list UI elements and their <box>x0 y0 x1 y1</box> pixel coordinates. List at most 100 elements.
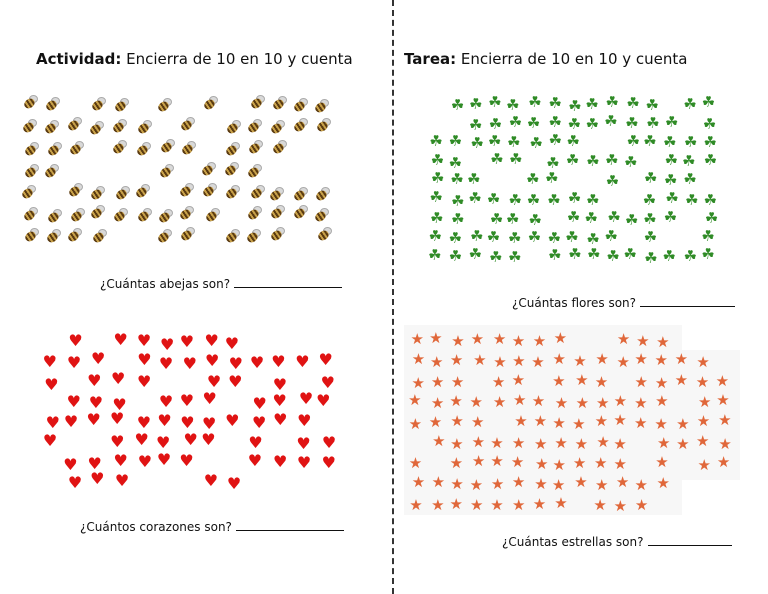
star-icon: ★ <box>575 371 589 390</box>
star-icon: ★ <box>431 495 445 514</box>
heart-icon: ♥ <box>248 433 263 453</box>
clover-icon: ☘ <box>585 94 599 113</box>
clover-icon: ☘ <box>643 131 657 150</box>
star-icon: ★ <box>634 496 649 515</box>
clover-icon: ☘ <box>703 133 717 152</box>
star-icon: ★ <box>594 411 609 430</box>
clover-icon: ☘ <box>430 209 444 228</box>
heart-icon: ♥ <box>272 391 287 411</box>
star-icon: ★ <box>431 472 446 491</box>
bee-icon <box>109 119 127 135</box>
star-icon: ★ <box>674 370 689 389</box>
clover-icon: ☘ <box>468 245 483 264</box>
star-icon: ★ <box>656 332 670 351</box>
bee-icon <box>311 98 330 115</box>
heart-icon: ♥ <box>224 333 240 353</box>
star-icon: ★ <box>493 352 507 371</box>
heart-icon: ♥ <box>136 413 152 433</box>
star-icon: ★ <box>554 493 568 512</box>
clover-icon: ☘ <box>468 115 483 134</box>
heart-icon: ♥ <box>158 392 174 412</box>
star-icon: ★ <box>696 411 711 430</box>
stars-field: ★ ★ ★ ★ ★ ★ ★ ★ ★ ★ ★ ★ ★ ★ ★ ★ ★ ★ ★ ★ ★ ★ ★ ★ ★ ★ ★ ★ ★ ★ ★ ★ ★ ★ ★ ★ ★ ★ ★ ★… <box>404 325 744 515</box>
star-icon: ★ <box>408 391 422 410</box>
star-icon: ★ <box>613 434 627 453</box>
page-divider <box>392 0 394 594</box>
star-icon: ★ <box>430 372 445 391</box>
heart-icon: ♥ <box>247 451 263 471</box>
heart-icon: ♥ <box>228 371 243 391</box>
hearts-question-text: ¿Cuántos corazones son? <box>80 520 232 534</box>
heart-icon: ♥ <box>272 374 288 394</box>
star-icon: ★ <box>552 455 566 474</box>
heart-icon: ♥ <box>225 411 240 431</box>
heart-icon: ♥ <box>182 353 197 373</box>
homework-heading-label: Tarea: <box>404 50 457 68</box>
bee-icon <box>41 120 60 136</box>
star-icon: ★ <box>696 353 710 372</box>
bees-answer-blank[interactable] <box>234 286 343 288</box>
heart-icon: ♥ <box>203 471 219 491</box>
star-icon: ★ <box>634 414 648 433</box>
clovers-answer-blank[interactable] <box>640 305 736 307</box>
heart-icon: ♥ <box>66 353 82 373</box>
clover-icon: ☘ <box>489 209 504 228</box>
heart-icon: ♥ <box>228 353 243 373</box>
heart-icon: ♥ <box>160 334 175 354</box>
star-icon: ★ <box>716 391 730 410</box>
heart-icon: ♥ <box>179 331 195 351</box>
clover-icon: ☘ <box>548 113 562 132</box>
activity-heading-label: Actividad: <box>36 50 122 68</box>
heart-icon: ♥ <box>44 374 59 394</box>
heart-icon: ♥ <box>109 409 125 429</box>
star-icon: ★ <box>511 472 526 491</box>
clovers-question-text: ¿Cuántas flores son? <box>512 296 637 310</box>
star-icon: ★ <box>492 393 507 412</box>
star-icon: ★ <box>594 453 608 472</box>
clover-icon: ☘ <box>701 245 715 264</box>
homework-heading: Tarea: Encierra de 10 en 10 y cuenta <box>404 50 688 68</box>
heart-icon: ♥ <box>68 330 83 350</box>
clover-icon: ☘ <box>467 170 481 189</box>
star-icon: ★ <box>593 496 607 515</box>
bee-icon <box>20 95 39 111</box>
star-icon: ★ <box>698 393 712 412</box>
clover-icon: ☘ <box>506 210 520 229</box>
star-icon: ★ <box>634 393 648 412</box>
clover-icon: ☘ <box>468 189 482 208</box>
clover-icon: ☘ <box>701 227 715 246</box>
clover-icon: ☘ <box>683 132 698 151</box>
bee-icon <box>177 227 195 243</box>
hearts-answer-blank[interactable] <box>235 529 344 531</box>
star-icon: ★ <box>654 351 668 370</box>
bee-icon <box>67 207 85 224</box>
clover-icon: ☘ <box>664 170 678 189</box>
star-icon: ★ <box>696 432 710 451</box>
star-icon: ★ <box>634 476 648 495</box>
star-icon: ★ <box>408 453 423 472</box>
star-icon: ★ <box>450 412 464 431</box>
star-icon: ★ <box>490 433 504 452</box>
star-icon: ★ <box>531 352 545 371</box>
star-icon: ★ <box>655 453 669 472</box>
bee-icon <box>177 117 196 133</box>
heart-icon: ♥ <box>316 391 331 411</box>
bee-icon <box>314 227 332 243</box>
clover-icon: ☘ <box>625 114 639 133</box>
star-icon: ★ <box>636 332 650 351</box>
clover-icon: ☘ <box>586 152 600 171</box>
star-icon: ★ <box>532 332 547 351</box>
star-icon: ★ <box>616 330 631 349</box>
bee-icon <box>64 228 82 244</box>
clover-icon: ☘ <box>528 210 542 229</box>
bee-icon <box>65 183 83 199</box>
clover-icon: ☘ <box>547 190 561 209</box>
clover-icon: ☘ <box>644 169 658 188</box>
star-icon: ★ <box>697 455 711 474</box>
star-icon: ★ <box>613 496 628 515</box>
clover-icon: ☘ <box>470 133 484 152</box>
bee-icon <box>155 208 173 225</box>
clover-icon: ☘ <box>508 112 523 131</box>
stars-answer-blank[interactable] <box>647 544 732 546</box>
clover-icon: ☘ <box>703 151 718 170</box>
